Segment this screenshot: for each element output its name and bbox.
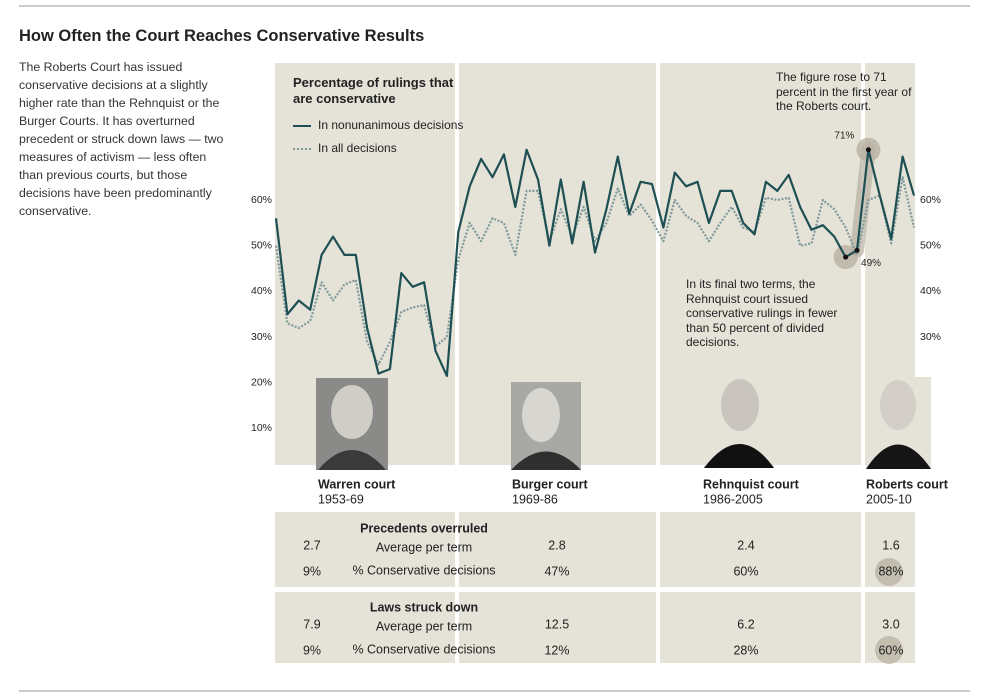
court-name: Warren court bbox=[318, 477, 396, 491]
row-label: Average per term bbox=[376, 540, 472, 554]
row-label: Average per term bbox=[376, 619, 472, 633]
court-name: Rehnquist court bbox=[703, 477, 800, 491]
series-line bbox=[274, 176, 916, 366]
legend-label: In all decisions bbox=[318, 141, 397, 155]
court-name: Burger court bbox=[512, 477, 589, 491]
highlights bbox=[875, 558, 903, 664]
y-tick-label: 50% bbox=[251, 240, 272, 252]
title: How Often the Court Reaches Conservative… bbox=[19, 27, 425, 45]
cell: 47% bbox=[544, 564, 569, 578]
legend-label: In nonunanimous decisions bbox=[318, 118, 463, 132]
court-years: 1953-69 bbox=[318, 492, 364, 506]
y-tick-label: 30% bbox=[251, 331, 272, 343]
y2-tick-label: 50% bbox=[920, 240, 941, 252]
y-tick-label: 10% bbox=[251, 422, 272, 434]
cell: 2.4 bbox=[737, 538, 754, 552]
court-name: Roberts court bbox=[866, 477, 949, 491]
cell: 88% bbox=[878, 564, 903, 578]
cell: 28% bbox=[733, 643, 758, 657]
cell: 9% bbox=[303, 643, 321, 657]
cell: 3.0 bbox=[882, 617, 899, 631]
y-tick-label: 60% bbox=[251, 194, 272, 206]
annotation: The figure rose to 71 percent in the fir… bbox=[776, 70, 912, 113]
row-label: % Conservative decisions bbox=[352, 563, 495, 577]
row-label: % Conservative decisions bbox=[352, 642, 495, 656]
data-point bbox=[843, 254, 849, 260]
y-tick-label: 20% bbox=[251, 377, 272, 389]
court-years: 1986-2005 bbox=[703, 492, 763, 506]
court-years: 1969-86 bbox=[512, 492, 558, 506]
y2-tick-label: 60% bbox=[920, 194, 941, 206]
cell: 2.8 bbox=[548, 538, 565, 552]
description: The Roberts Court has issued conservativ… bbox=[19, 60, 224, 218]
data-point bbox=[854, 247, 860, 253]
data-label: 49% bbox=[861, 258, 881, 269]
cell: 6.2 bbox=[737, 617, 754, 631]
section-title: Precedents overruled bbox=[360, 521, 488, 535]
cell: 60% bbox=[878, 643, 903, 657]
cell: 9% bbox=[303, 564, 321, 578]
y-tick-label: 40% bbox=[251, 285, 272, 297]
series-line bbox=[274, 148, 916, 377]
chart-title: Percentage of rulings that are conservat… bbox=[293, 75, 454, 106]
section-title: Laws struck down bbox=[370, 600, 478, 614]
cell: 1.6 bbox=[882, 538, 899, 552]
cell: 7.9 bbox=[303, 617, 320, 631]
cell: 60% bbox=[733, 564, 758, 578]
court-years: 2005-10 bbox=[866, 492, 912, 506]
y2-tick-label: 30% bbox=[920, 331, 941, 343]
y2-tick-label: 40% bbox=[920, 285, 941, 297]
cell: 2.7 bbox=[303, 538, 320, 552]
cell: 12.5 bbox=[545, 617, 569, 631]
data-point bbox=[865, 147, 871, 153]
cell: 12% bbox=[544, 643, 569, 657]
data-label: 71% bbox=[834, 130, 854, 141]
portraits bbox=[316, 377, 931, 470]
annotation: In its final two terms, the Rehnquist co… bbox=[686, 277, 838, 349]
